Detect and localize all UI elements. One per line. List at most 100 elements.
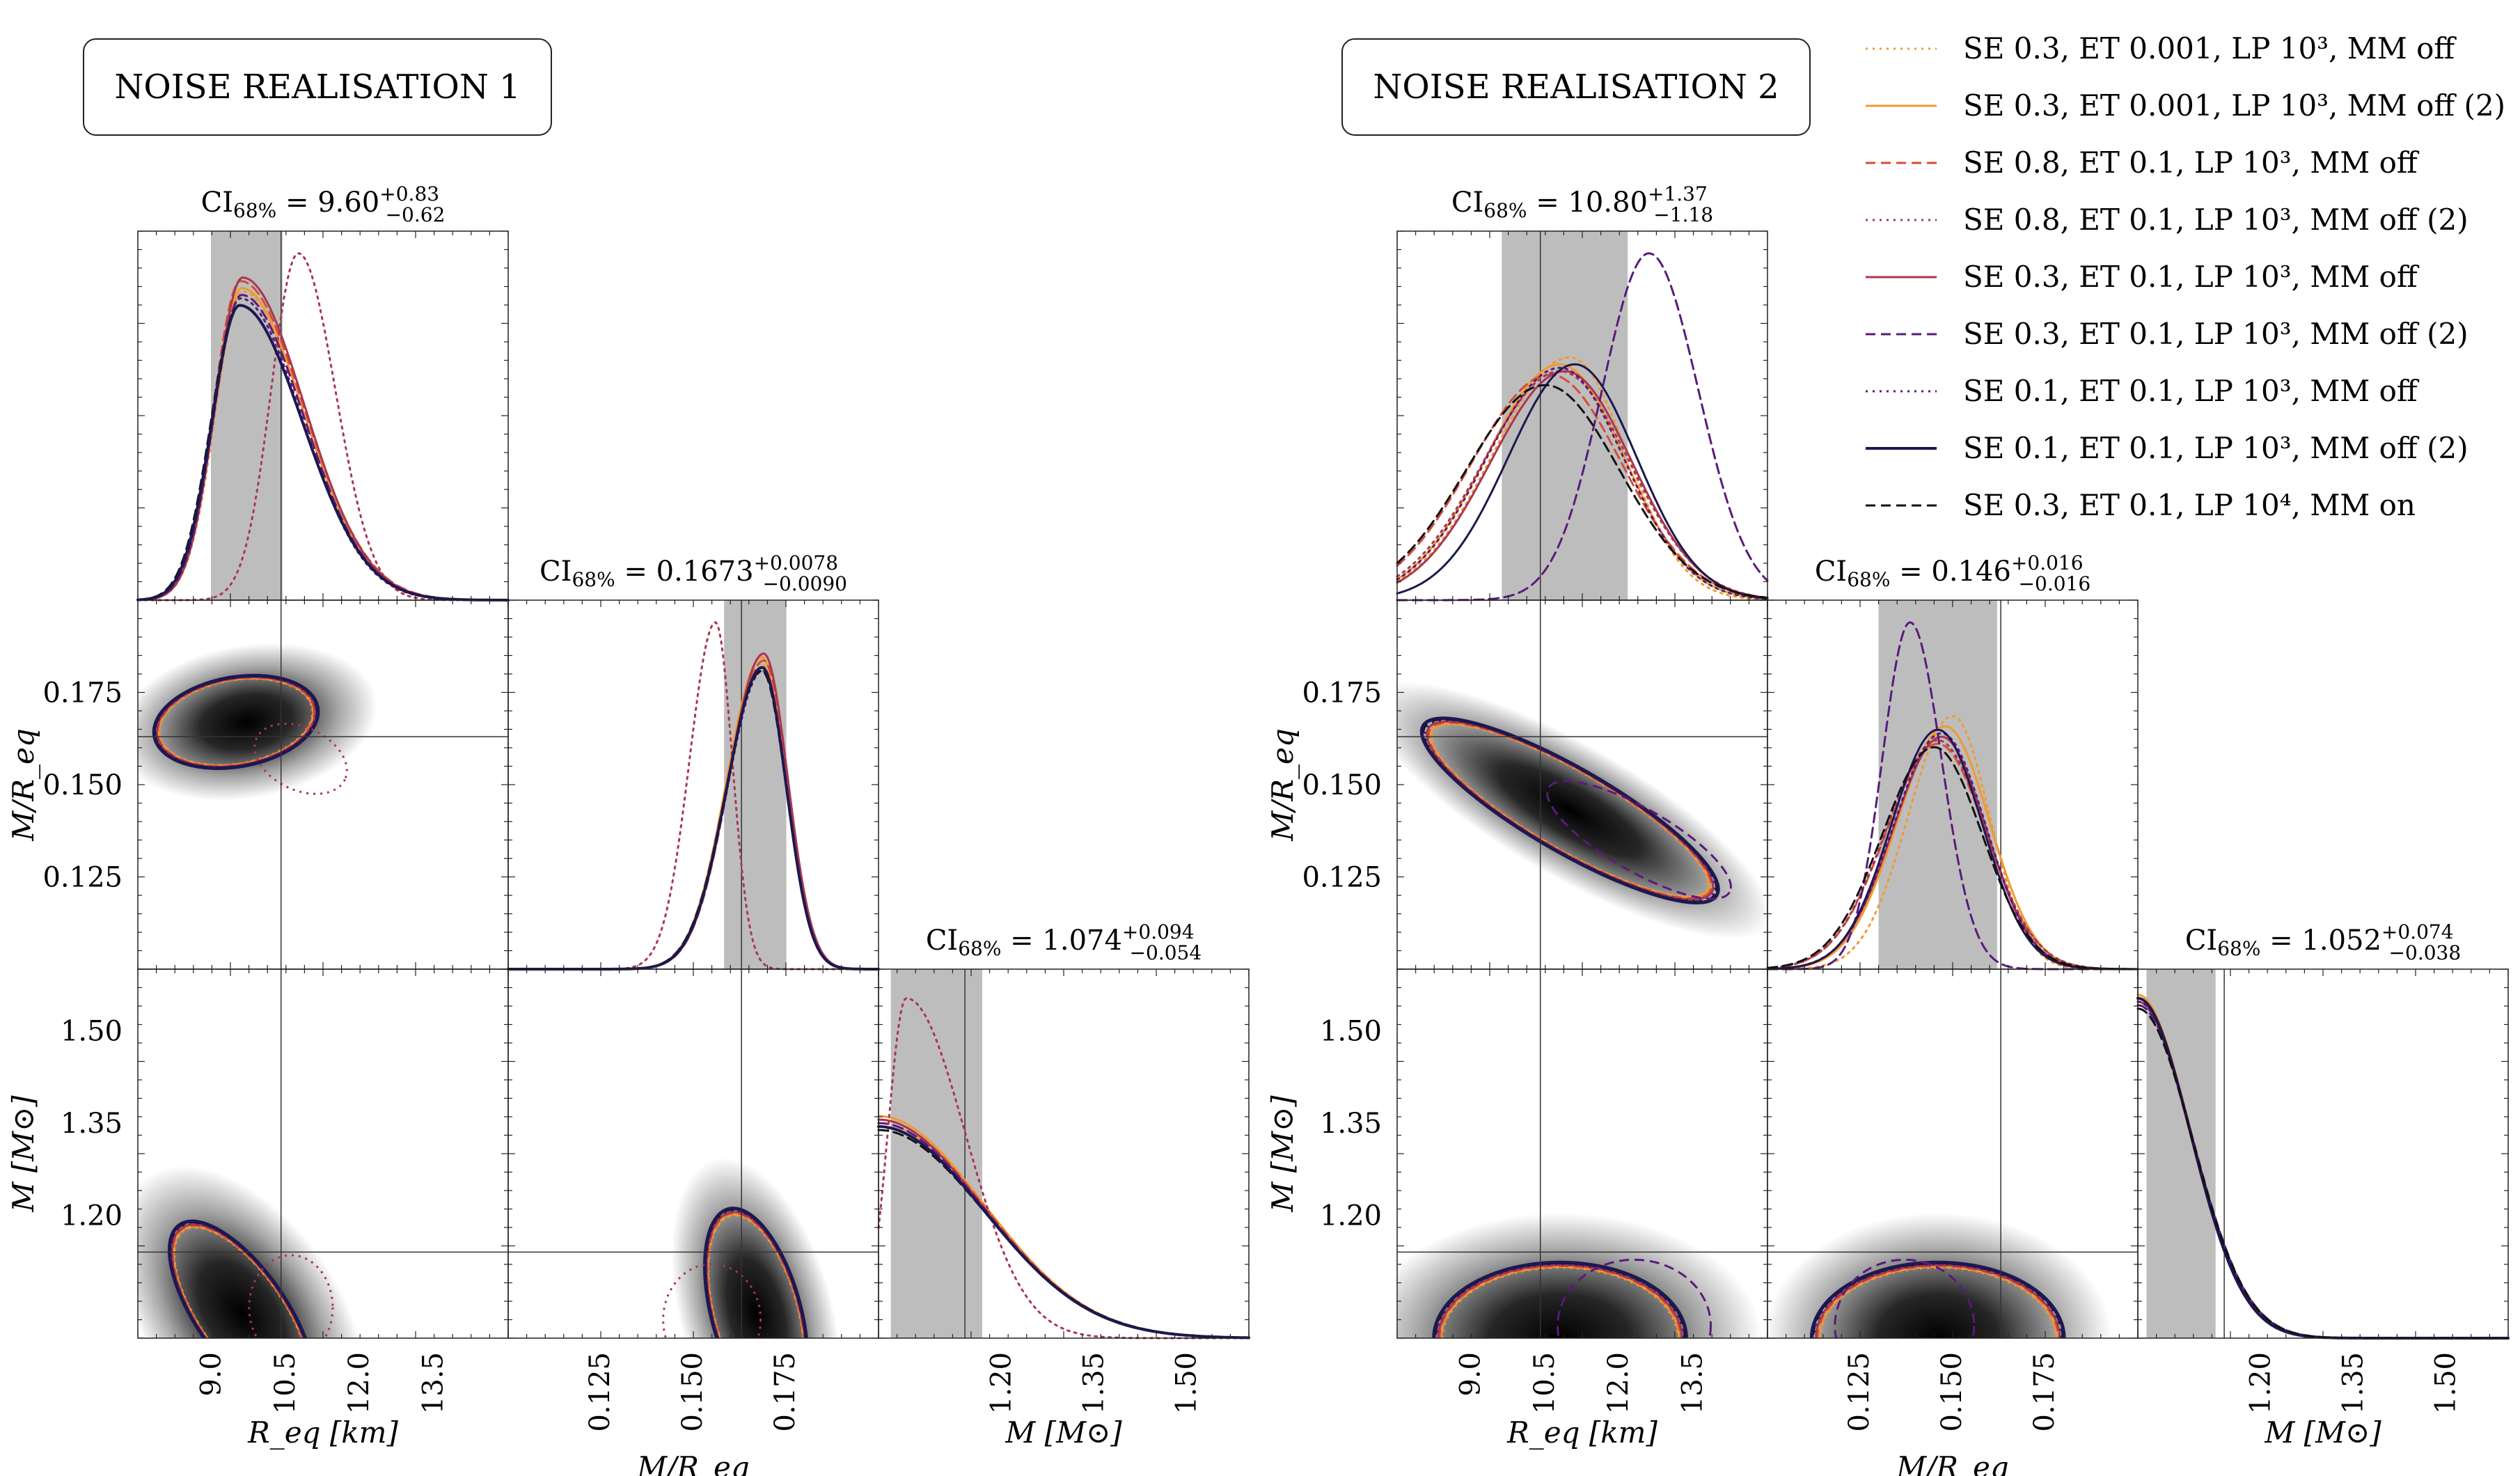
x-tick-label: 1.35 xyxy=(2337,1352,2369,1414)
joint-panel-R_eq-M/R_eq xyxy=(1396,599,1768,970)
y-tick-label: 0.175 xyxy=(1302,677,1382,709)
panel-frame xyxy=(507,599,879,970)
legend: SE 0.3, ET 0.001, LP 10³, MM off SE 0.3, … xyxy=(1866,31,2505,522)
pdf-curve xyxy=(1396,356,1769,601)
pdf-curve xyxy=(136,304,510,602)
ci-band xyxy=(1878,600,1997,969)
y-tick-label: 1.35 xyxy=(61,1108,123,1140)
ci-value: = 10.80 xyxy=(1527,187,1648,219)
corner-plot-1: NOISE REALISATION 1 CI68% = 9.60+0.83 −0.6… xyxy=(6,38,1250,1476)
pdf-curve xyxy=(136,252,510,602)
ci-text: CI xyxy=(926,925,958,957)
ci-value: = 0.1673 xyxy=(615,556,754,588)
y-tick-label: 1.50 xyxy=(61,1015,123,1047)
x-axis-label: M/R_eq xyxy=(1896,1450,2009,1476)
ci-minus: −0.016 xyxy=(2019,572,2091,595)
contour-outlier xyxy=(662,1263,762,1338)
contour-outlier xyxy=(1557,1258,1712,1338)
title-box xyxy=(1341,38,1811,136)
legend-label: SE 0.1, ET 0.1, LP 10³, MM off (2) xyxy=(1963,431,2468,465)
y-axis-label: M/R_eq xyxy=(6,728,40,842)
x-tick-label: 0.150 xyxy=(1936,1352,1968,1432)
legend-label: SE 0.3, ET 0.1, LP 10³, MM off (2) xyxy=(1963,317,2468,351)
ci-label-R_eq: CI68% = 10.80+1.37 −1.18 xyxy=(1451,182,1713,226)
x-tick-label: 10.5 xyxy=(269,1352,301,1414)
contour-outlier xyxy=(248,1254,334,1338)
ci-text: CI xyxy=(2185,925,2217,957)
contour xyxy=(707,1214,805,1338)
contour xyxy=(1815,1264,2061,1338)
contour xyxy=(167,1219,315,1338)
ci-band xyxy=(1502,231,1628,600)
x-axis-label: R_eq [km] xyxy=(247,1415,398,1450)
density-blob xyxy=(1397,682,1767,939)
ci-plus: +0.0078 xyxy=(754,551,838,574)
ci-band xyxy=(724,600,787,969)
pdf-curve xyxy=(507,620,880,971)
x-tick-label: 0.125 xyxy=(1843,1352,1875,1432)
x-axis-label: M [M⊙] xyxy=(1005,1415,1122,1450)
y-tick-label: 1.20 xyxy=(1320,1200,1382,1232)
density-blob xyxy=(1767,1213,2112,1338)
x-tick-label: 0.150 xyxy=(677,1352,709,1432)
ci-plus: +0.016 xyxy=(2011,551,2084,574)
ci-minus: −0.038 xyxy=(2389,941,2462,964)
x-tick-label: 1.50 xyxy=(2430,1352,2462,1414)
x-tick-label: 0.175 xyxy=(769,1352,801,1432)
ci-subscript: 68% xyxy=(958,937,1001,960)
pdf-curve xyxy=(136,287,510,602)
ci-subscript: 68% xyxy=(572,568,615,591)
ci-value: = 1.052 xyxy=(2260,925,2381,957)
ci-plus: +0.074 xyxy=(2381,920,2454,943)
ci-plus: +1.37 xyxy=(1648,182,1708,205)
ci-label-R_eq: CI68% = 9.60+0.83 −0.62 xyxy=(201,182,446,226)
ci-text: CI xyxy=(1451,187,1483,219)
y-tick-label: 0.150 xyxy=(42,769,123,801)
ci-label-M/R_eq: CI68% = 0.146+0.016 −0.016 xyxy=(1815,551,2090,595)
ci-subscript: 68% xyxy=(233,199,276,222)
x-tick-label: 1.20 xyxy=(2244,1352,2276,1414)
contour-outlier xyxy=(1834,1258,1976,1338)
x-axis-label: M [M⊙] xyxy=(2264,1415,2381,1450)
x-tick-label: 1.20 xyxy=(985,1352,1017,1414)
title-box xyxy=(83,38,552,136)
pdf-curve xyxy=(1766,746,2139,971)
pdf-curve xyxy=(1766,621,2139,971)
density-blob xyxy=(138,1165,367,1338)
ci-text: CI xyxy=(201,187,233,219)
ci-plus: +0.83 xyxy=(379,182,439,205)
legend-label: SE 0.3, ET 0.001, LP 10³, MM off xyxy=(1963,31,2457,65)
x-tick-label: 0.125 xyxy=(584,1352,616,1432)
ci-text: CI xyxy=(540,556,572,588)
joint-panel-R_eq-M xyxy=(1396,968,1768,1339)
legend-label: SE 0.8, ET 0.1, LP 10³, MM off (2) xyxy=(1963,203,2468,237)
x-tick-label: 1.50 xyxy=(1170,1352,1202,1414)
ci-value: = 0.146 xyxy=(1890,556,2010,588)
density-blob xyxy=(671,1157,842,1338)
x-tick-label: 9.0 xyxy=(1454,1352,1486,1397)
x-tick-label: 0.175 xyxy=(2029,1352,2061,1432)
joint-panel-R_eq-M/R_eq xyxy=(137,599,509,970)
joint-content xyxy=(1397,682,1767,939)
joint-content xyxy=(662,1157,842,1338)
ci-value: = 9.60 xyxy=(276,187,379,219)
x-tick-label: 13.5 xyxy=(1677,1352,1709,1414)
plot-title: NOISE REALISATION 1 xyxy=(114,68,520,107)
joint-content xyxy=(138,643,378,801)
density-blob xyxy=(138,643,378,801)
x-tick-label: 12.0 xyxy=(343,1352,375,1414)
pdf-curve xyxy=(877,1122,1250,1339)
contour-outlier xyxy=(1546,780,1732,900)
x-tick-label: 12.0 xyxy=(1602,1352,1635,1414)
pdf-curve xyxy=(136,294,510,602)
ci-minus: −1.18 xyxy=(1653,203,1713,226)
panel-frame xyxy=(137,230,509,601)
pdf-curve xyxy=(1396,363,1769,599)
ci-label-M/R_eq: CI68% = 0.1673+0.0078 −0.0090 xyxy=(540,551,847,595)
x-axis-label: M/R_eq xyxy=(636,1450,750,1476)
pdf-curve xyxy=(136,304,510,602)
ci-subscript: 68% xyxy=(1483,199,1527,222)
y-axis-label: M [M⊙] xyxy=(6,1095,40,1213)
contour xyxy=(1437,1264,1683,1338)
